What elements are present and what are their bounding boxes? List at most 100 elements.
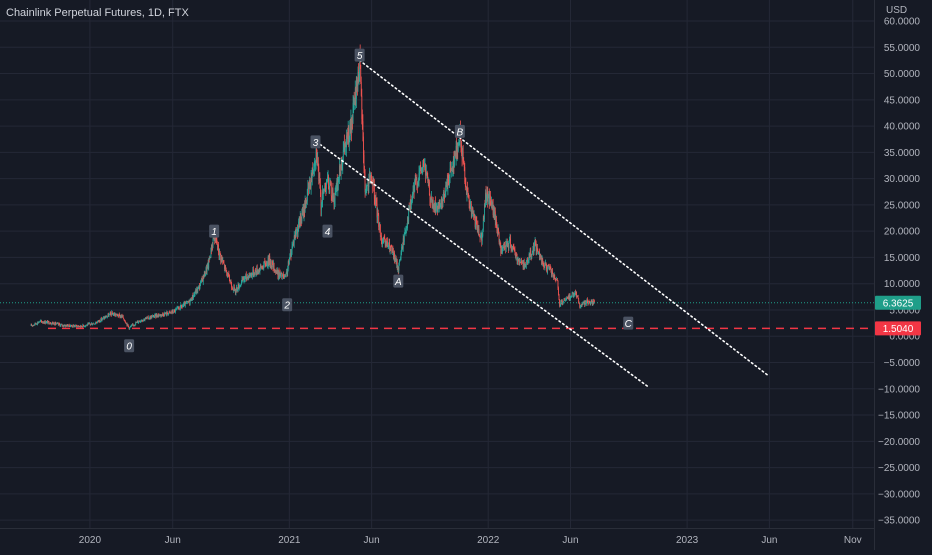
- candle-body: [325, 182, 327, 189]
- candle-body: [220, 257, 222, 261]
- candle-body: [454, 151, 455, 168]
- candle-body: [439, 206, 441, 209]
- candle-body: [112, 313, 114, 316]
- candle-body: [79, 326, 81, 328]
- candle-body: [115, 314, 117, 316]
- candle-body: [64, 325, 66, 327]
- candle-body: [207, 263, 209, 268]
- candle-body: [298, 218, 300, 222]
- candle-body: [225, 267, 227, 272]
- candle-body: [182, 306, 183, 308]
- candle-body: [377, 210, 379, 218]
- candle-body: [373, 185, 375, 200]
- candle-body: [284, 276, 286, 277]
- candle-body: [327, 177, 328, 183]
- candle-body: [445, 185, 447, 187]
- candle-body: [30, 324, 32, 326]
- candle-body: [105, 316, 107, 318]
- candle-body: [445, 185, 447, 197]
- candle-body: [364, 172, 366, 192]
- candle-body: [500, 248, 502, 254]
- candle-body: [419, 165, 421, 171]
- candle-body: [347, 136, 349, 144]
- candle-body: [226, 272, 228, 277]
- candle-body: [520, 260, 522, 263]
- candle-body: [493, 208, 495, 218]
- candle-body: [537, 252, 539, 254]
- candle-body: [93, 323, 95, 325]
- x-tick-label: 2023: [676, 535, 699, 546]
- candle-body: [81, 326, 83, 328]
- candle-body: [516, 255, 518, 262]
- candle-body: [147, 316, 149, 318]
- candle-body: [406, 227, 407, 229]
- candle-body: [341, 165, 343, 170]
- candle-body: [335, 190, 337, 194]
- candle-body: [464, 182, 466, 186]
- candle-body: [321, 202, 323, 208]
- candle-body: [324, 185, 326, 190]
- candle-body: [551, 269, 552, 275]
- candle-body: [253, 273, 255, 276]
- candle-body: [170, 312, 171, 313]
- candle-body: [386, 241, 388, 245]
- candle-body: [266, 261, 267, 267]
- wave-label: 5: [357, 51, 363, 62]
- candle-body: [340, 172, 341, 175]
- candle-body: [321, 207, 322, 210]
- candle-body: [176, 308, 177, 310]
- candle-body: [119, 314, 121, 318]
- candle-body: [517, 261, 519, 262]
- candle-body: [495, 219, 497, 225]
- candle-body: [402, 246, 404, 249]
- candle-body: [492, 203, 493, 206]
- candle-body: [529, 250, 531, 258]
- candle-body: [183, 302, 185, 304]
- candle-body: [167, 313, 169, 315]
- y-tick-label: −35.0000: [878, 516, 920, 527]
- candle-body: [440, 201, 442, 206]
- candle-body: [140, 320, 142, 322]
- candle-body: [110, 313, 112, 316]
- candle-body: [317, 157, 319, 167]
- candle-body: [82, 324, 84, 328]
- candle-body: [287, 268, 289, 274]
- candle-body: [532, 246, 534, 253]
- candle-body: [292, 243, 294, 247]
- candle-body: [42, 322, 43, 323]
- candle-body: [553, 274, 555, 278]
- candle-body: [359, 54, 361, 80]
- candle-body: [252, 269, 254, 276]
- candle-body: [212, 245, 213, 247]
- candle-body: [545, 262, 547, 265]
- candle-body: [45, 322, 47, 324]
- candle-body: [124, 320, 126, 322]
- candle-body: [153, 315, 155, 318]
- candle-body: [183, 303, 185, 306]
- candle-body: [502, 247, 504, 249]
- candle-body: [175, 309, 176, 312]
- x-tick-label: Jun: [761, 535, 777, 546]
- candle-body: [560, 301, 562, 303]
- candle-body: [51, 322, 53, 324]
- candle-body: [136, 321, 138, 323]
- y-tick-label: −25.0000: [878, 463, 920, 474]
- candle-body: [38, 322, 40, 323]
- candle-body: [78, 326, 79, 327]
- candle-body: [370, 175, 371, 178]
- candle-body: [519, 261, 521, 264]
- candle-body: [262, 268, 264, 270]
- candle-body: [305, 200, 307, 208]
- candle-body: [515, 253, 516, 257]
- candle-body: [177, 306, 179, 308]
- candle-body: [382, 241, 383, 244]
- candle-body: [416, 178, 418, 183]
- candle-body: [393, 252, 395, 258]
- candle-body: [162, 313, 164, 315]
- candle-body: [100, 318, 102, 322]
- candle-body: [283, 275, 285, 278]
- candle-body: [52, 323, 54, 324]
- candle-body: [35, 322, 36, 324]
